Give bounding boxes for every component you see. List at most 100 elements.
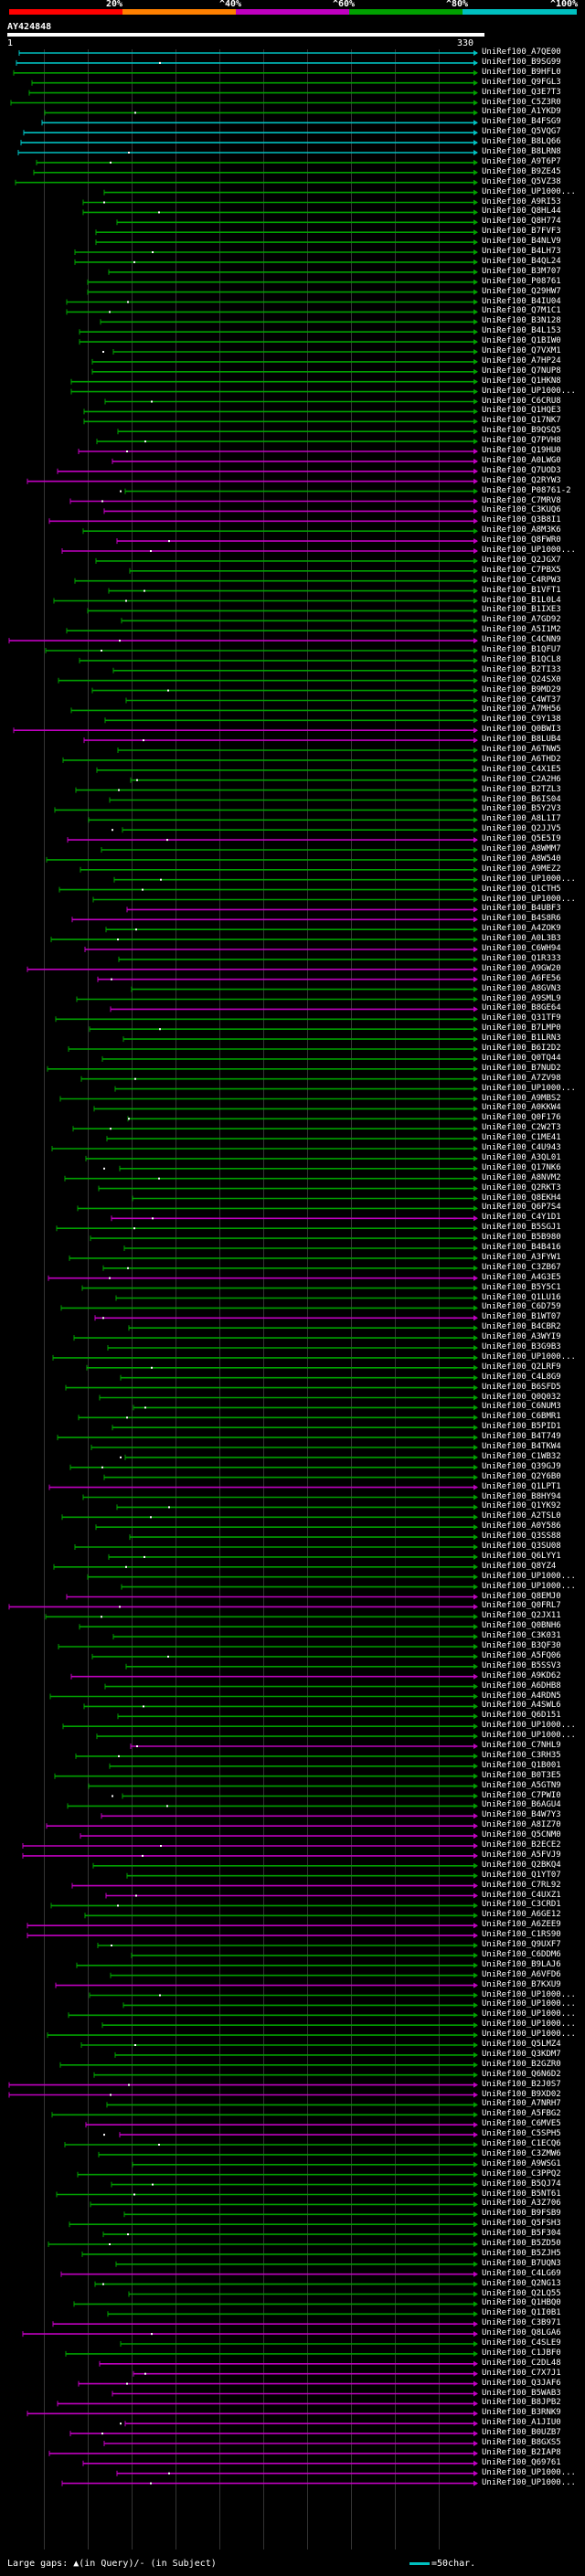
hit-id-link[interactable]: UniRef100_B3N128: [482, 316, 561, 326]
hit-id-link[interactable]: UniRef100_A8GVN3: [482, 983, 561, 993]
hit-id-link[interactable]: UniRef100_Q2JGX7: [482, 555, 561, 565]
hit-id-link[interactable]: UniRef100_B8GXS5: [482, 2438, 561, 2447]
hit-id-link[interactable]: UniRef100_Q3JAF6: [482, 2378, 561, 2388]
hit-id-link[interactable]: UniRef100_Q1YT07: [482, 1870, 561, 1880]
hit-id-link[interactable]: UniRef100_B2TZL3: [482, 784, 561, 794]
hit-id-link[interactable]: UniRef100_A7QE00: [482, 48, 561, 57]
hit-id-link[interactable]: UniRef100_Q7VXM1: [482, 346, 561, 355]
hit-id-link[interactable]: UniRef100_Q7NUP8: [482, 366, 561, 376]
hit-id-link[interactable]: UniRef100_C4CNN9: [482, 635, 561, 645]
hit-id-link[interactable]: UniRef100_Q1HQE3: [482, 406, 561, 416]
hit-id-link[interactable]: UniRef100_A5FBG2: [482, 2109, 561, 2119]
hit-id-link[interactable]: UniRef100_Q0FRL7: [482, 1601, 561, 1611]
hit-id-link[interactable]: UniRef100_B3M707: [482, 266, 561, 276]
hit-id-link[interactable]: UniRef100_A7ZV98: [482, 1073, 561, 1083]
hit-id-link[interactable]: UniRef100_Q5VZ38: [482, 176, 561, 186]
hit-id-link[interactable]: UniRef100_A8M3K6: [482, 525, 561, 535]
hit-id-link[interactable]: UniRef100_B5SGJ1: [482, 1223, 561, 1233]
hit-id-link[interactable]: UniRef100_Q1R333: [482, 953, 561, 963]
hit-id-link[interactable]: UniRef100_UP1000...: [482, 1721, 576, 1731]
hit-id-link[interactable]: UniRef100_B5B980: [482, 1233, 561, 1243]
hit-id-link[interactable]: UniRef100_UP1000...: [482, 546, 576, 555]
hit-id-link[interactable]: UniRef100_C6WH94: [482, 944, 561, 953]
hit-id-link[interactable]: UniRef100_A9T6P7: [482, 156, 561, 166]
hit-id-link[interactable]: UniRef100_B1QCL8: [482, 654, 561, 664]
hit-id-link[interactable]: UniRef100_Q17NK6: [482, 1162, 561, 1172]
hit-id-link[interactable]: UniRef100_C7PWI0: [482, 1790, 561, 1800]
hit-id-link[interactable]: UniRef100_UP1000...: [482, 874, 576, 884]
hit-id-link[interactable]: UniRef100_Q2JJV5: [482, 824, 561, 834]
hit-id-link[interactable]: UniRef100_C1RS90: [482, 1930, 561, 1940]
hit-id-link[interactable]: UniRef100_C4SLE9: [482, 2338, 561, 2348]
hit-id-link[interactable]: UniRef100_B5SSV3: [482, 1660, 561, 1670]
hit-id-link[interactable]: UniRef100_Q2RYW3: [482, 475, 561, 485]
hit-id-link[interactable]: UniRef100_C6NUM3: [482, 1402, 561, 1412]
hit-id-link[interactable]: UniRef100_B3G9B3: [482, 1342, 561, 1352]
hit-id-link[interactable]: UniRef100_B7KXU9: [482, 1979, 561, 1989]
hit-id-link[interactable]: UniRef100_A2TSL0: [482, 1511, 561, 1521]
hit-id-link[interactable]: UniRef100_C2DL48: [482, 2358, 561, 2368]
hit-id-link[interactable]: UniRef100_B4UBF3: [482, 904, 561, 914]
hit-id-link[interactable]: UniRef100_A4G3E5: [482, 1272, 561, 1282]
hit-id-link[interactable]: UniRef100_Q5E5I9: [482, 834, 561, 844]
hit-id-link[interactable]: UniRef100_Q8H774: [482, 217, 561, 227]
hit-id-link[interactable]: UniRef100_B4CBR2: [482, 1322, 561, 1332]
hit-id-link[interactable]: UniRef100_A9SML9: [482, 993, 561, 1003]
hit-id-link[interactable]: UniRef100_C4X1E5: [482, 764, 561, 774]
hit-id-link[interactable]: UniRef100_C1WB32: [482, 1451, 561, 1461]
hit-id-link[interactable]: UniRef100_A5FVJ9: [482, 1850, 561, 1860]
hit-id-link[interactable]: UniRef100_Q0TQ44: [482, 1053, 561, 1063]
hit-id-link[interactable]: UniRef100_B2IAP8: [482, 2447, 561, 2457]
hit-id-link[interactable]: UniRef100_A0KKW4: [482, 1103, 561, 1113]
hit-id-link[interactable]: UniRef100_UP1000...: [482, 894, 576, 904]
hit-id-link[interactable]: UniRef100_Q5LMZ4: [482, 2040, 561, 2049]
hit-id-link[interactable]: UniRef100_Q6LYY1: [482, 1551, 561, 1561]
hit-id-link[interactable]: UniRef100_Q6P7S4: [482, 1203, 561, 1213]
hit-id-link[interactable]: UniRef100_A4SWL6: [482, 1701, 561, 1711]
hit-id-link[interactable]: UniRef100_C3B971: [482, 2318, 561, 2328]
hit-id-link[interactable]: UniRef100_Q1I0B1: [482, 2308, 561, 2318]
hit-id-link[interactable]: UniRef100_B9FSB9: [482, 2209, 561, 2219]
hit-id-link[interactable]: UniRef100_UP1000...: [482, 1083, 576, 1093]
hit-id-link[interactable]: UniRef100_UP1000...: [482, 1989, 576, 1999]
hit-id-link[interactable]: UniRef100_B2TI33: [482, 664, 561, 674]
hit-id-link[interactable]: UniRef100_Q8EKH4: [482, 1193, 561, 1203]
hit-id-link[interactable]: UniRef100_A3QL01: [482, 1152, 561, 1162]
hit-id-link[interactable]: UniRef100_A9RI53: [482, 196, 561, 207]
hit-id-link[interactable]: UniRef100_C7RL92: [482, 1880, 561, 1890]
hit-id-link[interactable]: UniRef100_Q3E7T3: [482, 87, 561, 97]
hit-id-link[interactable]: UniRef100_B4B416: [482, 1243, 561, 1252]
hit-id-link[interactable]: UniRef100_A0Y586: [482, 1521, 561, 1532]
hit-id-link[interactable]: UniRef100_A6THD2: [482, 754, 561, 764]
hit-id-link[interactable]: UniRef100_B1L0L4: [482, 595, 561, 605]
hit-id-link[interactable]: UniRef100_B0T3E5: [482, 1770, 561, 1780]
hit-id-link[interactable]: UniRef100_A4ZOK9: [482, 924, 561, 934]
hit-id-link[interactable]: UniRef100_C6CRU8: [482, 396, 561, 406]
hit-id-link[interactable]: UniRef100_A6FE56: [482, 973, 561, 983]
hit-id-link[interactable]: UniRef100_UP1000...: [482, 386, 576, 396]
hit-id-link[interactable]: UniRef100_Q8LGA6: [482, 2328, 561, 2338]
hit-id-link[interactable]: UniRef100_B2ECE2: [482, 1840, 561, 1850]
hit-id-link[interactable]: UniRef100_B3QF30: [482, 1641, 561, 1650]
hit-id-link[interactable]: UniRef100_B5WAB3: [482, 2388, 561, 2398]
hit-id-link[interactable]: UniRef100_C6BMR1: [482, 1412, 561, 1422]
hit-id-link[interactable]: UniRef100_A9MEZ2: [482, 864, 561, 874]
hit-id-link[interactable]: UniRef100_A0LWG0: [482, 455, 561, 465]
hit-id-link[interactable]: UniRef100_B8JPB2: [482, 2398, 561, 2408]
hit-id-link[interactable]: UniRef100_B7UQN3: [482, 2258, 561, 2268]
hit-id-link[interactable]: UniRef100_A6GE12: [482, 1910, 561, 1920]
hit-id-link[interactable]: UniRef100_Q5CNM0: [482, 1830, 561, 1840]
hit-id-link[interactable]: UniRef100_Q0BWI3: [482, 725, 561, 735]
hit-id-link[interactable]: UniRef100_C5Z3R0: [482, 97, 561, 107]
hit-id-link[interactable]: UniRef100_Q2RKT3: [482, 1182, 561, 1193]
hit-id-link[interactable]: UniRef100_A3WYI9: [482, 1332, 561, 1342]
hit-id-link[interactable]: UniRef100_C4U943: [482, 1143, 561, 1152]
hit-id-link[interactable]: UniRef100_Q1HBQ0: [482, 2298, 561, 2308]
hit-id-link[interactable]: UniRef100_B4S8R6: [482, 914, 561, 924]
hit-id-link[interactable]: UniRef100_Q2Y6B0: [482, 1471, 561, 1481]
hit-id-link[interactable]: UniRef100_B9LAJ6: [482, 1959, 561, 1969]
hit-id-link[interactable]: UniRef100_B5ZD50: [482, 2239, 561, 2248]
hit-id-link[interactable]: UniRef100_B5Y5C1: [482, 1282, 561, 1292]
hit-id-link[interactable]: UniRef100_C7MRV8: [482, 495, 561, 505]
hit-id-link[interactable]: UniRef100_B9QSQ5: [482, 426, 561, 436]
